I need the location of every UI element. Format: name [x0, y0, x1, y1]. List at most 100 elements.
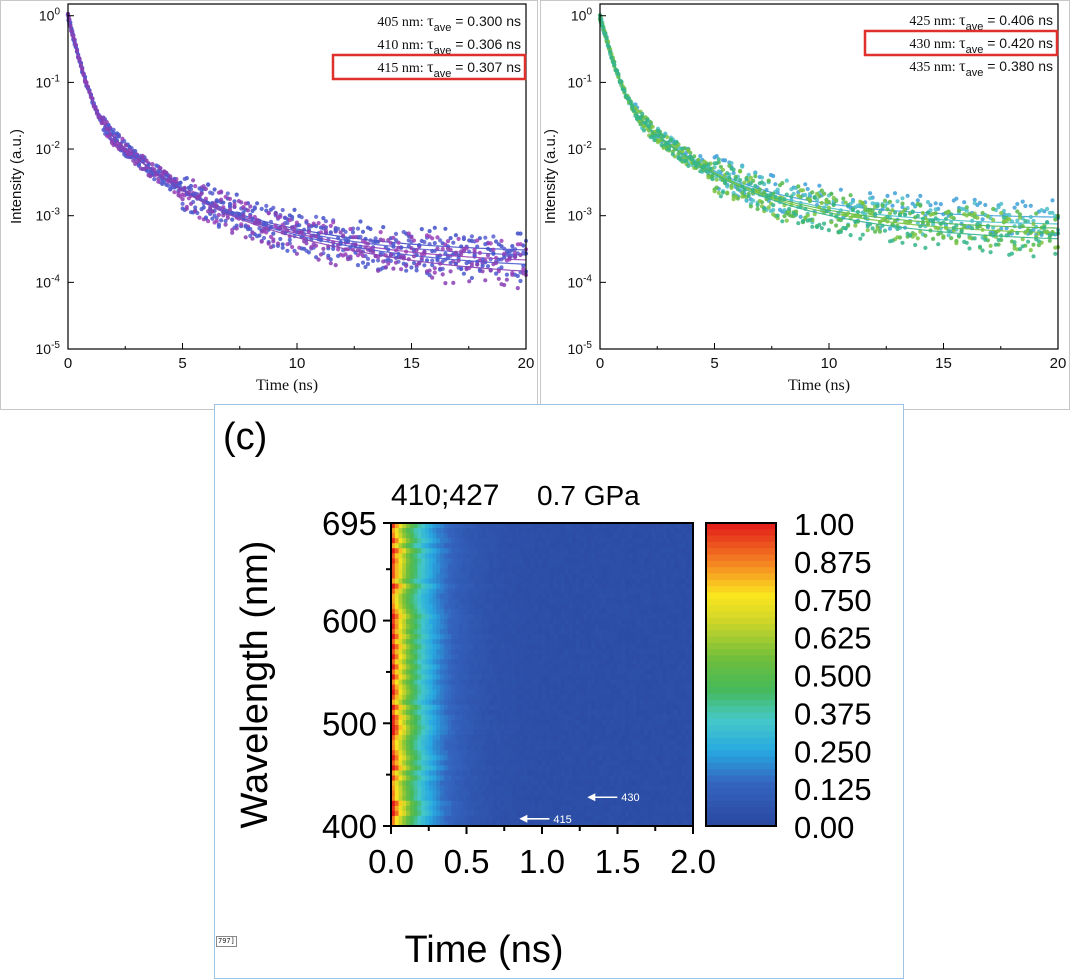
- data-point: [271, 239, 275, 243]
- data-point: [402, 255, 406, 259]
- heatmap-cell: [602, 528, 606, 534]
- heatmap-cell: [402, 624, 406, 630]
- data-point: [193, 184, 197, 188]
- heatmap-cell: [433, 644, 437, 650]
- heatmap-cell: [444, 584, 448, 590]
- heatmap-cell: [685, 649, 689, 655]
- heatmap-cell: [523, 609, 527, 615]
- data-point: [934, 201, 938, 205]
- heatmap-cell: [625, 695, 629, 701]
- heatmap-cell: [629, 695, 633, 701]
- heatmap-cell: [463, 629, 467, 635]
- heatmap-cell: [550, 680, 554, 686]
- heatmap-cell: [459, 644, 463, 650]
- heatmap-cell: [395, 664, 399, 670]
- data-point: [1031, 222, 1035, 226]
- heatmap-cell: [425, 664, 429, 670]
- heatmap-cell: [440, 543, 444, 549]
- heatmap-cell: [550, 634, 554, 640]
- heatmap-cell: [595, 644, 599, 650]
- heatmap-cell: [633, 664, 637, 670]
- heatmap-cell: [550, 675, 554, 681]
- heatmap-cell: [500, 543, 504, 549]
- heatmap-cell: [568, 594, 572, 600]
- heatmap-cell: [489, 659, 493, 665]
- heatmap-cell: [425, 690, 429, 696]
- heatmap-cell: [565, 604, 569, 610]
- data-point: [773, 195, 777, 199]
- heatmap-cell: [655, 675, 659, 681]
- heatmap-cell: [595, 528, 599, 534]
- heatmap-cell: [433, 528, 437, 534]
- heatmap-cell: [482, 629, 486, 635]
- heatmap-cell: [595, 629, 599, 635]
- heatmap-cell: [474, 644, 478, 650]
- data-point: [283, 216, 287, 220]
- heatmap-cell: [417, 669, 421, 675]
- heatmap-cell: [591, 695, 595, 701]
- data-point: [771, 212, 775, 216]
- data-point: [1050, 198, 1054, 202]
- heatmap-cell: [531, 634, 535, 640]
- heatmap-cell: [625, 568, 629, 574]
- heatmap-cell: [606, 548, 610, 554]
- heatmap-cell: [542, 664, 546, 670]
- heatmap-cell: [538, 690, 542, 696]
- data-point: [824, 200, 828, 204]
- heatmap-cell: [633, 574, 637, 580]
- heatmap-cell: [546, 609, 550, 615]
- data-point: [721, 168, 725, 172]
- heatmap-cell: [444, 639, 448, 645]
- heatmap-cell: [440, 548, 444, 554]
- heatmap-cell: [550, 533, 554, 539]
- data-point: [200, 207, 204, 211]
- heatmap-cell: [682, 680, 686, 686]
- heatmap-cell: [674, 584, 678, 590]
- heatmap-cell: [440, 614, 444, 620]
- heatmap-cell: [497, 553, 501, 559]
- heatmap-cell: [682, 619, 686, 625]
- data-point: [851, 200, 855, 204]
- data-point: [846, 203, 850, 207]
- heatmap-cell: [402, 654, 406, 660]
- heatmap-cell: [584, 538, 588, 544]
- heatmap-cell: [568, 584, 572, 590]
- heatmap-cell: [455, 568, 459, 574]
- heatmap-cell: [561, 654, 565, 660]
- data-point: [738, 178, 742, 182]
- data-point: [438, 268, 442, 272]
- heatmap-cell: [674, 589, 678, 595]
- heatmap-cell: [636, 563, 640, 569]
- heatmap-cell: [651, 685, 655, 691]
- heatmap-cell: [595, 664, 599, 670]
- heatmap-cell: [618, 604, 622, 610]
- heatmap-cell: [621, 553, 625, 559]
- heatmap-cell: [625, 584, 629, 590]
- heatmap-cell: [455, 579, 459, 585]
- heatmap-cell: [478, 528, 482, 534]
- heatmap-cell: [538, 639, 542, 645]
- heatmap-cell: [595, 604, 599, 610]
- heatmap-cell: [606, 690, 610, 696]
- heatmap-cell: [546, 639, 550, 645]
- heatmap-cell: [640, 614, 644, 620]
- heatmap-cell: [542, 584, 546, 590]
- heatmap-cell: [425, 599, 429, 605]
- heatmap-cell: [459, 659, 463, 665]
- heatmap-cell: [410, 579, 414, 585]
- heatmap-cell: [640, 690, 644, 696]
- data-point: [189, 202, 193, 206]
- heatmap-cell: [625, 528, 629, 534]
- heatmap-cell: [667, 675, 671, 681]
- heatmap-cell: [651, 568, 655, 574]
- heatmap-cell: [497, 619, 501, 625]
- heatmap-cell: [591, 574, 595, 580]
- x-tick-label: 5: [710, 355, 718, 372]
- heatmap-cell: [474, 558, 478, 564]
- heatmap-cell: [527, 664, 531, 670]
- heatmap-cell: [610, 568, 614, 574]
- heatmap-cell: [546, 675, 550, 681]
- heatmap-cell: [425, 649, 429, 655]
- heatmap-cell: [414, 594, 418, 600]
- data-point: [505, 278, 509, 282]
